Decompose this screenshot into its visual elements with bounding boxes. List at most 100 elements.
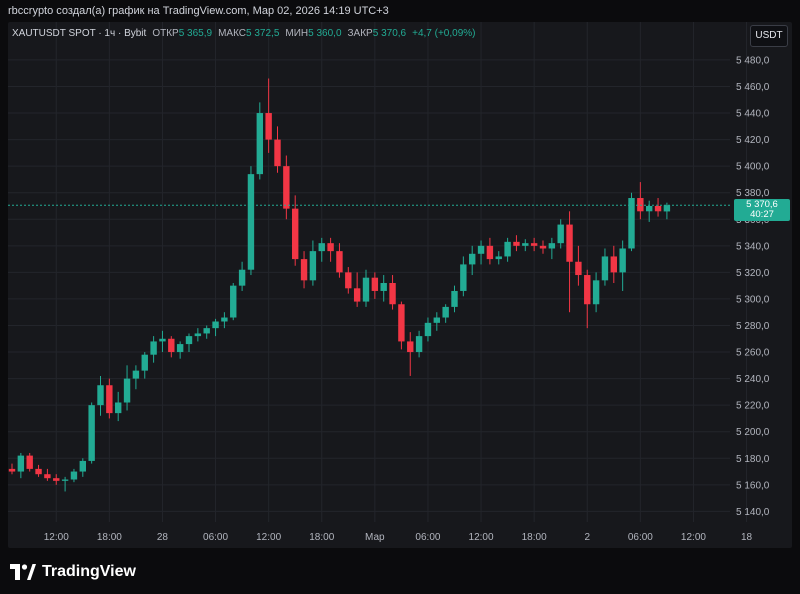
x-tick-label: Мар (365, 532, 385, 543)
candle-up (601, 256, 609, 281)
candle-up (460, 264, 467, 291)
last-price-value: 5 370,6 (746, 199, 778, 211)
candle-down (26, 455, 33, 469)
candle-up (663, 205, 671, 212)
candle-down (654, 205, 662, 212)
candle-down (35, 468, 42, 475)
y-tick-label: 5 320,0 (736, 268, 770, 279)
candle-up (469, 253, 476, 265)
candle-up (504, 241, 511, 257)
chart-creator-line: rbccrypto создал(а) график на TradingVie… (8, 5, 389, 17)
candle-up (212, 321, 219, 329)
candle-up (548, 243, 556, 249)
tradingview-footer: TradingView (10, 560, 136, 584)
candle-down (610, 256, 617, 273)
candle-up (123, 378, 131, 403)
candle-down (336, 251, 343, 273)
x-tick-label: 18:00 (309, 532, 334, 543)
candle-down (265, 113, 272, 140)
candle-up (433, 317, 440, 323)
candle-down (407, 341, 414, 353)
candle-up (592, 280, 600, 305)
candle-down (292, 208, 299, 260)
y-tick-label: 5 220,0 (736, 401, 770, 412)
candle-up (221, 317, 228, 322)
y-tick-label: 5 160,0 (736, 480, 770, 491)
candle-down (168, 338, 175, 353)
candle-up (88, 405, 95, 461)
x-tick-label: 12:00 (681, 532, 706, 543)
x-tick-label: 06:00 (628, 532, 653, 543)
candle-down (345, 272, 352, 289)
bar-countdown: 40:27 (750, 209, 774, 221)
x-tick-label: 12:00 (44, 532, 69, 543)
y-tick-label: 5 380,0 (736, 188, 770, 199)
candle-down (389, 283, 396, 305)
candle-up (194, 333, 202, 337)
candle-down (274, 139, 281, 167)
tradingview-logo-icon (10, 564, 36, 580)
chart-legend: XAUTUSDT SPOT · 1ч · Bybit ОТКР5 365,9 М… (12, 28, 475, 39)
grid-lines (8, 22, 748, 522)
y-tick-label: 5 480,0 (736, 55, 770, 66)
close-value: 5 370,6 (372, 28, 407, 39)
candle-up (522, 243, 529, 246)
candle-down (8, 468, 16, 472)
candle-down (539, 245, 547, 249)
chart-panel[interactable]: 5 480,0 5 460,0 5 440,0 5 420,0 5 400,0 5 380… (8, 22, 792, 548)
candle-up (362, 277, 370, 302)
y-tick-label: 5 440,0 (736, 109, 770, 120)
candle-down (566, 224, 573, 262)
candle-up (79, 460, 86, 472)
y-tick-label: 5 240,0 (736, 374, 770, 385)
candle-down (584, 275, 591, 305)
candle-up (150, 341, 157, 355)
candlestick-chart[interactable]: 5 480,0 5 460,0 5 440,0 5 420,0 5 400,0 5 380… (8, 22, 792, 548)
candle-up (646, 205, 653, 212)
candle-up (132, 370, 140, 379)
candle-up (203, 328, 210, 334)
candle-up (230, 285, 237, 318)
candle-up (318, 243, 325, 252)
open-label: ОТКР (152, 28, 179, 39)
candle-down (575, 261, 582, 276)
candle-up (176, 344, 184, 353)
candle-up (141, 354, 148, 371)
change-value: +4,7 (+0,09%) (412, 28, 476, 39)
y-tick-label: 5 420,0 (736, 135, 770, 146)
x-tick-label: 28 (157, 532, 169, 543)
x-tick-label: 12:00 (469, 532, 494, 543)
x-tick-label: 12:00 (256, 532, 281, 543)
candle-up (256, 113, 263, 175)
candle-up (70, 471, 78, 480)
candle-down (486, 245, 494, 260)
high-label: МАКС (218, 28, 247, 39)
open-value: 5 365,9 (178, 28, 213, 39)
y-tick-label: 5 300,0 (736, 294, 770, 305)
candle-down (398, 304, 405, 342)
candle-down (106, 385, 113, 414)
candle-down (513, 241, 520, 246)
y-tick-label: 5 200,0 (736, 427, 770, 438)
candle-up (380, 283, 387, 291)
y-tick-label: 5 260,0 (736, 348, 770, 359)
candle-up (415, 336, 423, 353)
currency-button[interactable]: USDT (750, 25, 788, 47)
ticker-label[interactable]: XAUTUSDT SPOT · 1ч · Bybit (12, 28, 147, 39)
x-tick-label: 18:00 (97, 532, 122, 543)
y-tick-label: 5 460,0 (736, 82, 770, 93)
candle-down (637, 198, 644, 212)
candle-up (97, 385, 104, 406)
candle-up (557, 224, 564, 244)
time-axis: 12:00 18:00 28 06:00 12:00 18:00 Мар 06:00 12:00… (44, 532, 753, 543)
candle-up (619, 248, 626, 273)
candle-up (61, 479, 69, 481)
low-value: 5 360,0 (308, 28, 342, 39)
price-axis: 5 480,0 5 460,0 5 440,0 5 420,0 5 400,0 5 380… (736, 55, 770, 517)
candle-up (238, 269, 246, 286)
low-label: МИН (285, 28, 309, 39)
candle-up (17, 455, 25, 472)
y-tick-label: 5 340,0 (736, 241, 770, 252)
x-tick-label: 06:00 (203, 532, 228, 543)
candle-up (159, 338, 166, 342)
